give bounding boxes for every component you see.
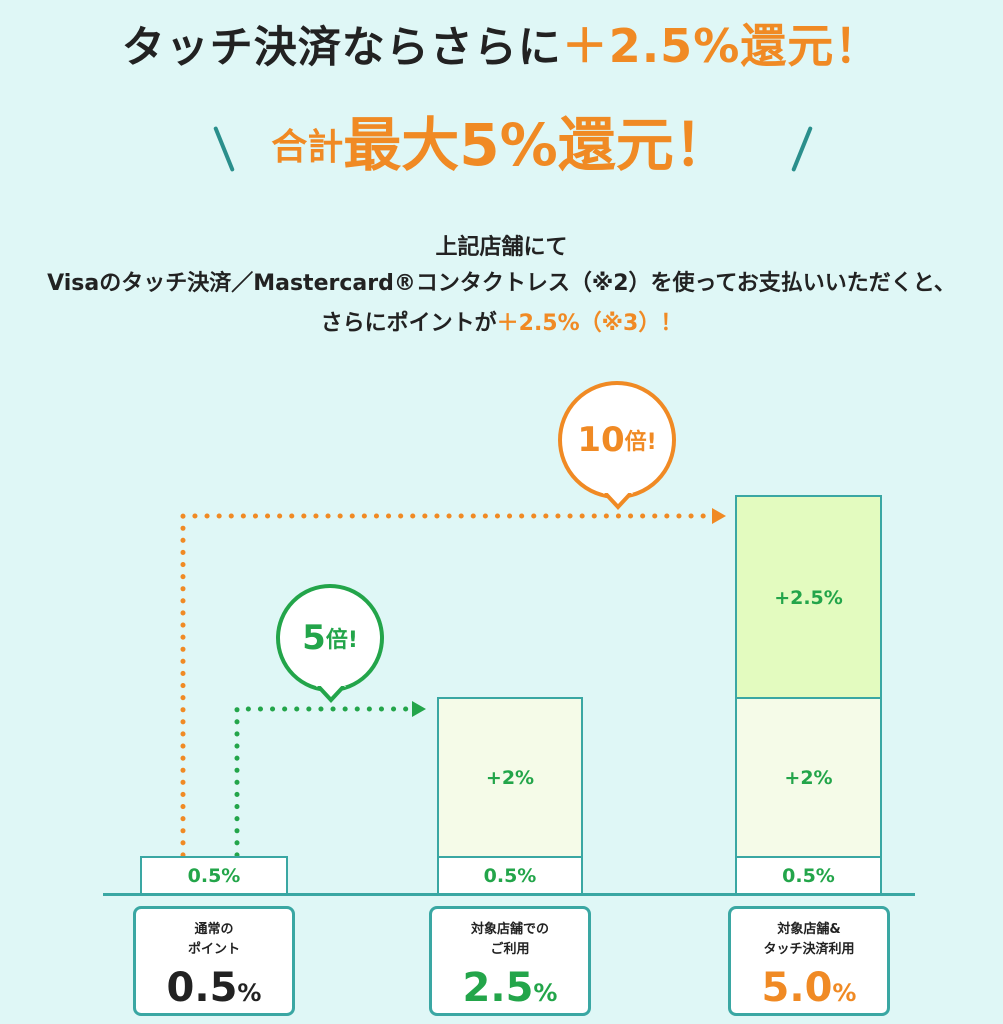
card-touch-label: 対象店舗& タッチ決済利用 [731,920,887,960]
card-normal-points: 通常の ポイント 0.5% [133,906,295,1016]
headline-highlight: ＋2.5%還元！ [561,19,882,73]
card-store-number: 2.5 [462,965,534,1011]
headline-total-label: 合計 [271,127,344,168]
description-highlight: ＋2.5%（※3）！ [496,311,683,336]
ten-times-suffix: 倍! [624,430,657,455]
bar3-touch-label: +2.5% [774,586,843,609]
headline-line1: タッチ決済ならさらに＋2.5%還元！ [0,10,1003,76]
bar3-base-label: 0.5% [782,865,835,887]
ten-times-bubble: 10 倍! [558,381,676,499]
bar2-base-label: 0.5% [483,865,537,887]
card-touch-value: 5.0% [731,966,887,1015]
five-times-suffix: 倍! [325,628,358,653]
card-touch-payment: 対象店舗& タッチ決済利用 5.0% [728,906,890,1016]
card-touch-label1: 対象店舗& [777,922,841,937]
five-times-number: 5 [302,618,326,658]
description-line3: さらにポイントが＋2.5%（※3）！ [0,305,1003,337]
bar3-base-segment: 0.5% [735,856,882,896]
card-store-label: 対象店舗での ご利用 [432,920,588,960]
bar3-touch-segment: +2.5% [735,495,882,700]
chart-baseline [103,893,915,896]
card-store-label2: ご利用 [490,942,530,957]
ten-times-bubble-tail [603,493,633,510]
description-prefix: さらにポイントが [320,311,497,336]
card-store-unit: % [533,979,558,1007]
card-touch-unit: % [832,979,857,1007]
five-times-bubble-tail [316,686,346,703]
description-line2: Visaのタッチ決済／Mastercard®コンタクトレス（※2）を使ってお支払… [47,271,956,296]
bar1-base-segment: 0.5% [140,856,288,896]
card-store-label1: 対象店舗での [470,922,549,937]
five-times-bubble: 5 倍! [276,584,384,692]
description-line1: 上記店舗にて [435,235,568,260]
ten-times-number: 10 [577,420,625,460]
green-arrowhead [412,701,426,717]
headline-max-rate: 最大5%還元！ [343,111,732,179]
card-normal-label1: 通常の [194,922,234,937]
card-normal-value: 0.5% [136,966,292,1015]
bar3-store-label: +2% [784,767,833,789]
card-touch-number: 5.0 [761,965,833,1011]
card-store-value: 2.5% [432,966,588,1015]
bar2-base-segment: 0.5% [437,856,583,896]
bar2-store-label: +2% [485,767,535,789]
card-normal-unit: % [237,979,262,1007]
green-dotted-arrow [234,706,411,858]
headline-prefix: タッチ決済ならさらに [121,23,562,73]
card-touch-label2: タッチ決済利用 [763,942,855,957]
bar2-store-segment: +2% [437,697,583,859]
card-store-use: 対象店舗での ご利用 2.5% [429,906,591,1016]
card-normal-label: 通常の ポイント [136,920,292,960]
orange-dotted-arrow [180,513,709,858]
card-normal-number: 0.5 [166,965,238,1011]
bar3-store-segment: +2% [735,697,882,859]
orange-arrowhead [712,508,726,524]
bar1-base-label: 0.5% [187,865,241,887]
card-normal-label2: ポイント [187,942,240,957]
headline-line2: 合計最大5%還元！ [0,98,1003,182]
